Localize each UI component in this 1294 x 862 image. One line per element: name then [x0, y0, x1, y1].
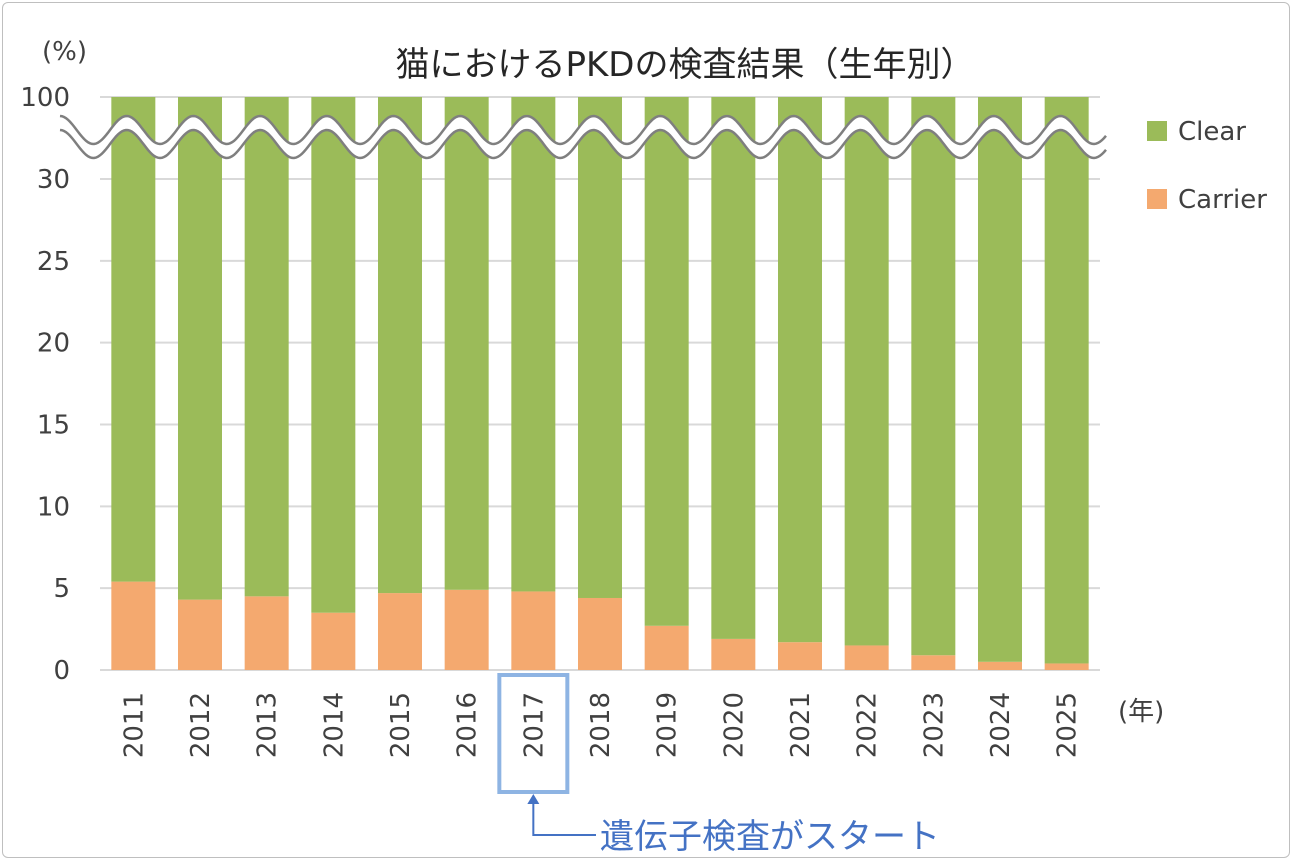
legend-label-carrier: Carrier — [1178, 185, 1267, 215]
bar-carrier-2011 — [111, 581, 156, 670]
legend-swatch-clear — [1147, 121, 1167, 141]
bar-carrier-2021 — [778, 642, 822, 670]
y-ticks: 0 5 10 15 20 25 30 100 — [20, 83, 70, 686]
bar-clear-2020 — [711, 97, 756, 639]
x-ticks: 2011 2012 2013 2014 2015 2016 2017 2018 2019 2020… — [119, 692, 1082, 758]
bar-clear-2025 — [1044, 97, 1089, 664]
legend: Clear Carrier — [1147, 117, 1267, 215]
legend-swatch-carrier — [1147, 189, 1167, 209]
y-tick-label: 15 — [37, 411, 70, 441]
bar-carrier-2020 — [711, 638, 756, 670]
bar-clear-2012 — [178, 97, 222, 600]
x-tick-label-2025: 2025 — [1053, 692, 1083, 758]
axis-break-band — [60, 116, 1106, 158]
bar-clear-2016 — [444, 97, 489, 590]
bar-clear-2013 — [244, 97, 289, 597]
bar-carrier-2014 — [311, 612, 356, 670]
x-tick-label-2022: 2022 — [853, 692, 883, 758]
x-tick-label-2012: 2012 — [186, 692, 216, 758]
y-tick-label: 25 — [37, 247, 70, 277]
bar-carrier-2016 — [444, 589, 489, 670]
bar-clear-2018 — [578, 97, 622, 598]
bar-carrier-2015 — [378, 593, 422, 670]
bar-clear-2022 — [844, 97, 889, 646]
x-tick-label-2019: 2019 — [653, 692, 683, 758]
x-tick-label-2015: 2015 — [386, 692, 416, 758]
x-tick-label-2023: 2023 — [919, 692, 949, 758]
highlight-annotation: 遺伝子検査がスタート — [497, 673, 940, 857]
y-tick-label: 5 — [53, 574, 70, 604]
x-tick-label-2020: 2020 — [719, 692, 749, 758]
bar-clear-2023 — [911, 97, 956, 656]
x-tick-label-2011: 2011 — [119, 692, 149, 758]
x-tick-label-2021: 2021 — [786, 692, 816, 758]
bar-carrier-2013 — [244, 596, 289, 670]
bar-clear-2017 — [511, 97, 556, 592]
y-tick-label: 0 — [53, 656, 70, 686]
y-axis-unit-label: (%) — [42, 37, 87, 67]
x-axis-unit-label: (年) — [1118, 697, 1164, 727]
chart-title: 猫におけるPKDの検査結果（生年別） — [396, 45, 975, 85]
y-tick-label: 100 — [20, 83, 70, 113]
bar-carrier-2019 — [644, 625, 689, 670]
bar-carrier-2023 — [911, 655, 956, 670]
annotation-arrow — [532, 800, 596, 836]
bar-clear-2021 — [778, 97, 822, 643]
axis-break-line-top — [59, 114, 1107, 146]
highlight-box-2017 — [497, 673, 570, 794]
bar-carrier-2022 — [844, 645, 889, 670]
x-tick-label-2016: 2016 — [453, 692, 483, 758]
legend-label-clear: Clear — [1178, 117, 1246, 147]
bar-clear-2011 — [111, 97, 156, 582]
x-tick-label-2024: 2024 — [986, 692, 1016, 758]
axis-break-line-bottom — [59, 128, 1107, 160]
bar-clear-2019 — [644, 97, 689, 626]
annotation-text: 遺伝子検査がスタート — [600, 817, 940, 857]
bar-clear-2014 — [311, 97, 356, 613]
y-tick-label: 10 — [37, 492, 70, 522]
bar-carrier-2018 — [578, 597, 622, 670]
bar-carrier-2012 — [178, 599, 222, 670]
x-tick-label-2013: 2013 — [253, 692, 283, 758]
bar-carrier-2025 — [1044, 663, 1089, 670]
bar-carrier-2024 — [978, 661, 1022, 670]
y-tick-label: 20 — [37, 329, 70, 359]
bar-carrier-2017 — [511, 591, 556, 670]
axis-break — [59, 114, 1107, 160]
y-tick-label: 30 — [37, 165, 70, 195]
bar-clear-2024 — [978, 97, 1022, 662]
x-tick-label-2017: 2017 — [519, 692, 549, 758]
x-tick-label-2018: 2018 — [586, 692, 616, 758]
bars — [111, 97, 1089, 670]
x-tick-label-2014: 2014 — [319, 692, 349, 758]
annotation-arrowhead — [527, 794, 540, 804]
bar-clear-2015 — [378, 97, 422, 594]
